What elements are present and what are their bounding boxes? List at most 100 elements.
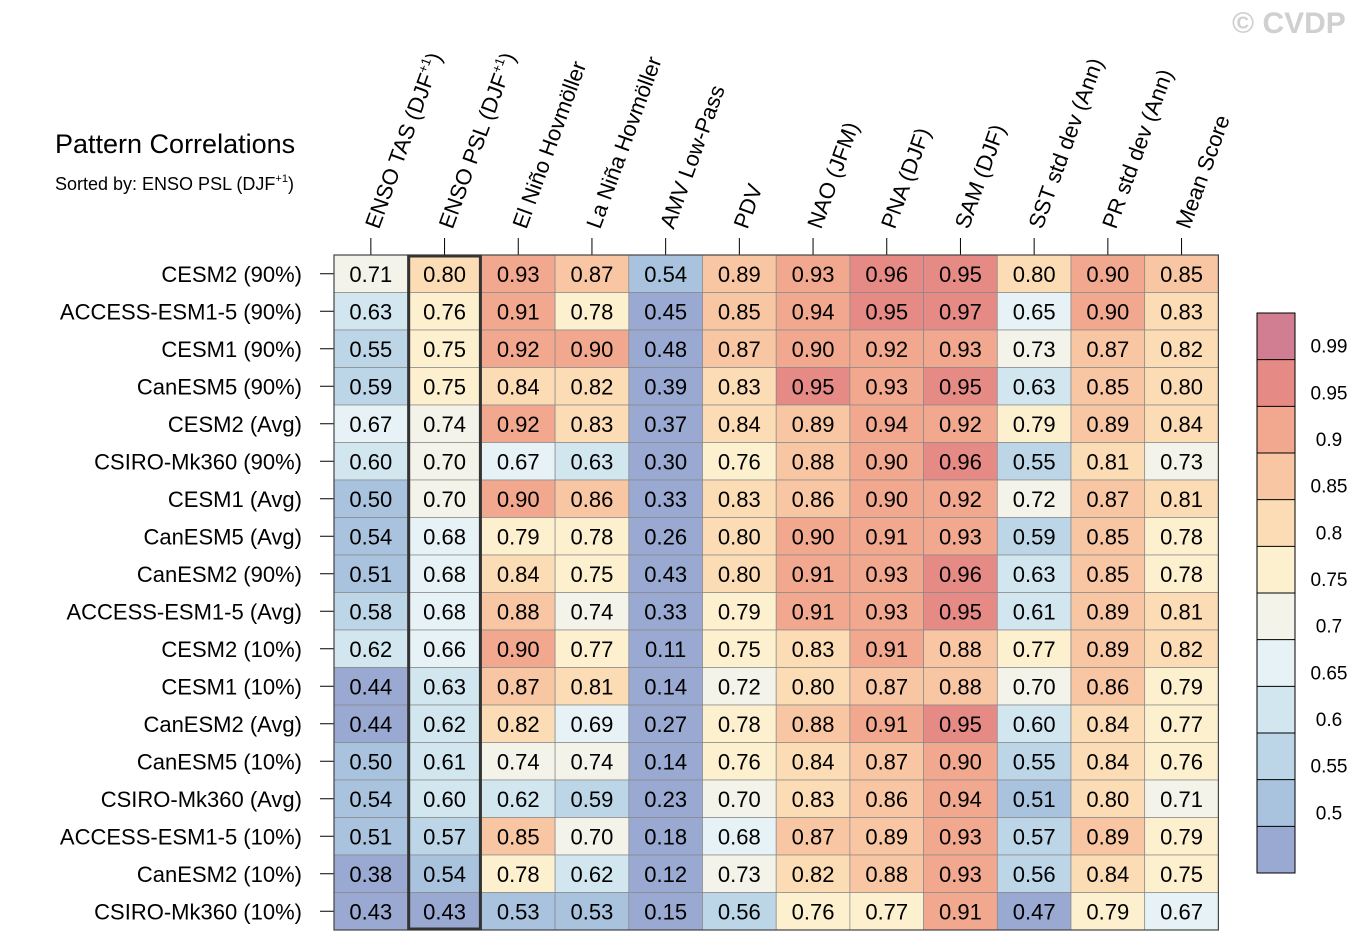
heatmap-cell [702,367,777,406]
cell-value: 0.74 [571,599,614,624]
heatmap-cell [923,367,998,406]
grid-frame [333,254,1220,931]
row-label: CSIRO-Mk360 (Avg) [101,787,302,812]
cell-value: 0.95 [939,262,982,287]
cell-value: 0.14 [644,674,687,699]
cell-value: 0.74 [497,749,540,774]
cell-value: 0.79 [1160,674,1203,699]
row-label: CESM1 (90%) [161,337,302,362]
cell-value: 0.83 [792,637,835,662]
row-label: CanESM2 (10%) [137,862,302,887]
colorbar-tick-label: 0.85 [1311,477,1348,498]
cell-value: 0.78 [718,712,761,737]
cell-value: 0.91 [792,562,835,587]
heatmap-cell [702,892,777,931]
cell-value: 0.73 [718,862,761,887]
cell-value: 0.78 [571,524,614,549]
cell-value: 0.72 [718,674,761,699]
heatmap-cell [481,554,556,593]
heatmap-cell [481,254,556,293]
heatmap-cell [628,329,703,368]
heatmap-cell [481,892,556,931]
cell-value: 0.92 [497,412,540,437]
cell-value: 0.91 [497,299,540,324]
heatmap-cell [407,442,482,481]
heatmap-cell [333,629,409,668]
heatmap-cell [554,704,630,743]
cell-value: 0.79 [1013,412,1056,437]
heatmap-cell [554,479,630,518]
colorbar-segment [1257,546,1295,593]
cell-value: 0.63 [571,449,614,474]
cell-value: 0.90 [865,487,908,512]
heatmap-cell [554,667,630,706]
cell-value: 0.78 [497,862,540,887]
cell-value: 0.85 [1086,524,1129,549]
cell-value: 0.89 [1086,599,1129,624]
cell-value: 0.63 [423,674,466,699]
cell-value: 0.96 [865,262,908,287]
cell-value: 0.81 [1160,487,1203,512]
heatmap-cell [554,592,630,631]
cell-value: 0.84 [792,749,835,774]
heatmap-cell [996,592,1072,631]
cell-value: 0.90 [939,749,982,774]
heatmap-cell [923,517,998,556]
heatmap-cell [1144,254,1219,293]
cell-value: 0.75 [423,374,466,399]
cell-value: 0.67 [349,412,392,437]
row-label: CSIRO-Mk360 (10%) [94,899,302,924]
heatmap-cell [628,479,703,518]
colorbar-tick-label: 0.95 [1311,383,1348,404]
cell-value: 0.59 [1013,524,1056,549]
heatmap-cell [702,779,777,818]
cell-value: 0.68 [423,599,466,624]
cell-value: 0.69 [571,712,614,737]
heatmap-cell [333,592,409,631]
column-label: PNA (DJF) [876,124,935,231]
heatmap-cell [333,479,409,518]
colorbar-tick-label: 0.7 [1316,617,1342,638]
heatmap-cell [628,704,703,743]
cell-value: 0.93 [939,862,982,887]
cell-value: 0.97 [939,299,982,324]
heatmap-cell [996,479,1072,518]
heatmap-cell [628,517,703,556]
heatmap-cell [333,367,409,406]
cell-value: 0.82 [571,374,614,399]
chart-title: Pattern Correlations [55,129,295,159]
heatmap-cell [702,404,777,443]
row-label: CanESM5 (10%) [137,749,302,774]
heatmap-cell [407,292,482,331]
heatmap-cell [1144,854,1219,893]
cell-value: 0.82 [1160,637,1203,662]
column-headers: ENSO TAS (DJF+1)ENSO PSL (DJF+1)El Niño … [360,49,1235,255]
cell-value: 0.89 [1086,412,1129,437]
heatmap-cell [554,292,630,331]
cell-value: 0.83 [718,374,761,399]
cell-value: 0.18 [644,824,687,849]
cell-value: 0.89 [792,412,835,437]
colorbar: 0.5 0.55 0.6 0.65 0.7 0.75 0.8 0.85 0.9 0.95 0.99 [1256,312,1348,874]
cell-value: 0.55 [1013,749,1056,774]
cell-value: 0.71 [1160,787,1203,812]
column-label: El Niño Hovmöller [507,58,591,232]
cell-value: 0.95 [939,599,982,624]
colorbar-tick-label: 0.6 [1316,710,1342,731]
row-label: ACCESS-ESM1-5 (90%) [60,299,302,324]
cell-value: 0.80 [423,262,466,287]
cell-value: 0.88 [792,449,835,474]
heatmap-cell [923,329,998,368]
cell-value: 0.80 [792,674,835,699]
cell-value: 0.91 [865,712,908,737]
cell-value: 0.86 [792,487,835,512]
column-label: Mean Score [1171,112,1235,232]
heatmap-cell [554,892,630,931]
colorbar-tick-label: 0.99 [1311,337,1348,358]
cell-value: 0.50 [349,487,392,512]
cell-value: 0.84 [497,374,540,399]
heatmap-cell [554,442,630,481]
cell-value: 0.85 [718,299,761,324]
heatmap-cell [996,554,1072,593]
